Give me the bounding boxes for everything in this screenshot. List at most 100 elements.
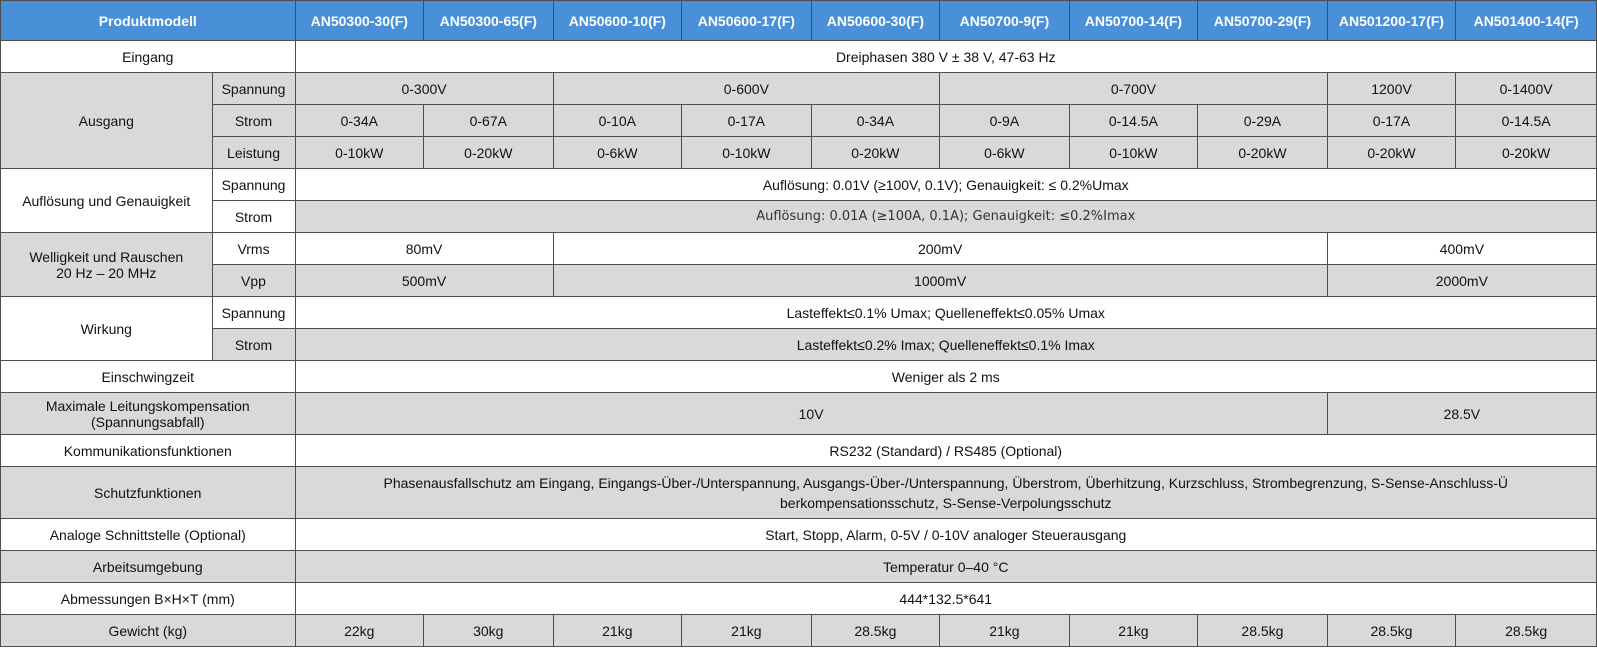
- value-kommunikation: RS232 (Standard) / RS485 (Optional): [294, 434, 1597, 467]
- model-header: AN501200-17(F): [1326, 0, 1457, 41]
- value-umgebung: Temperatur 0–40 °C: [294, 550, 1597, 583]
- value-gewicht: 21kg: [1068, 614, 1199, 647]
- label-analog: Analoge Schnittstelle (Optional): [0, 518, 296, 551]
- value-eingang: Dreiphasen 380 V ± 38 V, 47-63 Hz: [294, 40, 1597, 73]
- row-kommunikation: Kommunikationsfunktionen RS232 (Standard…: [0, 434, 1597, 467]
- row-aufloesung-spannung: Auflösung und Genauigkeit Spannung Auflö…: [0, 168, 1597, 233]
- value-abmessungen: 444*132.5*641: [294, 582, 1597, 615]
- value-vpp: 500mV: [294, 264, 554, 297]
- row-einschwingzeit: Einschwingzeit Weniger als 2 ms: [0, 360, 1597, 393]
- value-leistung: 0-20kW: [1197, 136, 1328, 169]
- value-vpp: 2000mV: [1326, 264, 1597, 297]
- row-wirkung-strom: Strom Lasteffekt≤0.2% Imax; Quelleneffek…: [1, 328, 1597, 361]
- value-schutz-line1: Phasenausfallschutz am Eingang, Eingangs…: [383, 474, 1508, 491]
- row-aufloesung-strom: Strom Auflösung: 0.01A (≥100A, 0.1A); Ge…: [1, 200, 1597, 233]
- label-umgebung: Arbeitsumgebung: [0, 550, 296, 583]
- model-header: AN50700-9(F): [939, 0, 1070, 41]
- value-schutz-line2: berkompensationsschutz, S-Sense-Verpolun…: [780, 494, 1112, 511]
- value-gewicht: 22kg: [294, 614, 425, 647]
- value-leistung: 0-20kW: [1326, 136, 1457, 169]
- value-aufloesung-strom: Auflösung: 0.01A (≥100A, 0.1A); Genauigk…: [294, 200, 1597, 233]
- row-ausgang-strom: Strom 0-34A 0-67A 0-10A 0-17A 0-34A 0-9A…: [1, 104, 1597, 137]
- value-leistung: 0-6kW: [939, 136, 1070, 169]
- label-einschwingzeit: Einschwingzeit: [0, 360, 296, 393]
- value-aufloesung-spannung: Auflösung: 0.01V (≥100V, 0.1V); Genauigk…: [294, 168, 1597, 201]
- value-strom: 0-17A: [1326, 104, 1457, 137]
- sublabel-vrms: Vrms: [211, 232, 296, 265]
- model-header: AN50700-14(F): [1068, 0, 1199, 41]
- value-spannung: 0-600V: [552, 72, 941, 105]
- value-leistung: 0-10kW: [294, 136, 425, 169]
- model-header: AN50600-10(F): [552, 0, 683, 41]
- row-gewicht: Gewicht (kg) 22kg 30kg 21kg 21kg 28.5kg …: [0, 614, 1597, 647]
- row-welligkeit-vrms: Welligkeit und Rauschen 20 Hz – 20 MHz V…: [0, 232, 1597, 297]
- sublabel-spannung: Spannung: [211, 296, 296, 329]
- label-leitungskompensation-line1: Maximale Leitungskompensation: [45, 397, 250, 414]
- value-vpp: 1000mV: [552, 264, 1328, 297]
- label-welligkeit: Welligkeit und Rauschen 20 Hz – 20 MHz: [0, 232, 213, 297]
- row-leitungskompensation: Maximale Leitungskompensation (Spannungs…: [0, 392, 1597, 435]
- value-einschwingzeit: Weniger als 2 ms: [294, 360, 1597, 393]
- label-ausgang: Ausgang: [0, 72, 213, 169]
- sublabel-spannung: Spannung: [211, 168, 296, 201]
- value-gewicht: 28.5kg: [1197, 614, 1328, 647]
- row-schutz: Schutzfunktionen Phasenausfallschutz am …: [0, 466, 1597, 519]
- label-leitungskompensation-line2: (Spannungsabfall): [90, 413, 205, 430]
- value-leitungskompensation: 28.5V: [1326, 392, 1597, 435]
- value-leistung: 0-20kW: [1455, 136, 1597, 169]
- value-wirkung-spannung: Lasteffekt≤0.1% Umax; Quelleneffekt≤0.05…: [294, 296, 1597, 329]
- value-leitungskompensation: 10V: [294, 392, 1328, 435]
- sublabel-strom: Strom: [211, 328, 296, 361]
- model-header: AN501400-14(F): [1455, 0, 1597, 41]
- value-spannung: 0-700V: [939, 72, 1328, 105]
- row-ausgang-leistung: Leistung 0-10kW 0-20kW 0-6kW 0-10kW 0-20…: [1, 136, 1597, 169]
- model-header: AN50700-29(F): [1197, 0, 1328, 41]
- value-strom: 0-34A: [810, 104, 941, 137]
- model-header: AN50300-30(F): [294, 0, 425, 41]
- row-ausgang-spannung: Ausgang Spannung 0-300V 0-600V 0-700V 12…: [0, 72, 1597, 169]
- sublabel-strom: Strom: [211, 104, 296, 137]
- header-row: Produktmodell AN50300-30(F) AN50300-65(F…: [0, 0, 1597, 41]
- sublabel-leistung: Leistung: [211, 136, 296, 169]
- value-strom: 0-67A: [423, 104, 554, 137]
- value-leistung: 0-6kW: [552, 136, 683, 169]
- label-schutz: Schutzfunktionen: [0, 466, 296, 519]
- label-abmessungen: Abmessungen B×H×T (mm): [0, 582, 296, 615]
- value-schutz: Phasenausfallschutz am Eingang, Eingangs…: [294, 466, 1597, 519]
- label-gewicht: Gewicht (kg): [0, 614, 296, 647]
- value-strom: 0-17A: [681, 104, 812, 137]
- label-eingang: Eingang: [0, 40, 296, 73]
- value-leistung: 0-10kW: [681, 136, 812, 169]
- value-gewicht: 28.5kg: [1326, 614, 1457, 647]
- value-vrms: 80mV: [294, 232, 554, 265]
- sublabel-strom: Strom: [211, 200, 296, 233]
- value-wirkung-strom: Lasteffekt≤0.2% Imax; Quelleneffekt≤0.1%…: [294, 328, 1597, 361]
- value-strom: 0-29A: [1197, 104, 1328, 137]
- label-leitungskompensation: Maximale Leitungskompensation (Spannungs…: [0, 392, 296, 435]
- value-leistung: 0-20kW: [810, 136, 941, 169]
- value-vrms: 200mV: [552, 232, 1328, 265]
- label-wirkung: Wirkung: [0, 296, 213, 361]
- label-welligkeit-line2: 20 Hz – 20 MHz: [56, 264, 157, 281]
- sublabel-spannung: Spannung: [211, 72, 296, 105]
- row-wirkung-spannung: Wirkung Spannung Lasteffekt≤0.1% Umax; Q…: [0, 296, 1597, 361]
- value-strom: 0-9A: [939, 104, 1070, 137]
- header-label: Produktmodell: [0, 0, 296, 41]
- value-vrms: 400mV: [1326, 232, 1597, 265]
- value-leistung: 0-10kW: [1068, 136, 1199, 169]
- model-header: AN50600-30(F): [810, 0, 941, 41]
- value-strom: 0-14.5A: [1068, 104, 1199, 137]
- model-header: AN50600-17(F): [681, 0, 812, 41]
- value-strom: 0-10A: [552, 104, 683, 137]
- label-kommunikation: Kommunikationsfunktionen: [0, 434, 296, 467]
- row-umgebung: Arbeitsumgebung Temperatur 0–40 °C: [0, 550, 1597, 583]
- value-strom: 0-14.5A: [1455, 104, 1597, 137]
- row-abmessungen: Abmessungen B×H×T (mm) 444*132.5*641: [0, 582, 1597, 615]
- value-gewicht: 21kg: [681, 614, 812, 647]
- value-leistung: 0-20kW: [423, 136, 554, 169]
- row-eingang: Eingang Dreiphasen 380 V ± 38 V, 47-63 H…: [0, 40, 1597, 73]
- value-gewicht: 21kg: [939, 614, 1070, 647]
- value-gewicht: 21kg: [552, 614, 683, 647]
- value-gewicht: 30kg: [423, 614, 554, 647]
